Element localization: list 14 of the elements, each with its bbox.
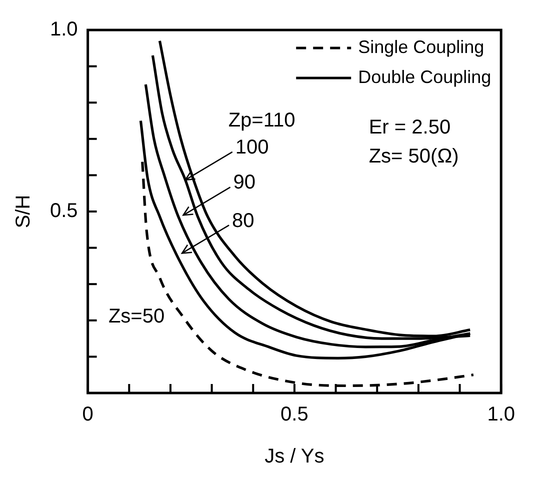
annotation: Zs= 50(Ω) (368, 146, 459, 168)
annotation: Er = 2.50 (368, 116, 451, 139)
y-axis-title: S/H (12, 194, 35, 228)
legend-label: Double Coupling (358, 66, 492, 87)
legend-label: Single Coupling (358, 36, 484, 57)
x-tick-label: 1.0 (487, 404, 516, 426)
annotation: 100 (235, 136, 269, 158)
x-axis-title: Js / Ys (264, 446, 324, 468)
annotation: Zs=50 (108, 305, 165, 328)
x-tick-label: 0.5 (280, 404, 308, 426)
x-tick-label: 0 (82, 404, 94, 426)
annotation: Zp=110 (228, 109, 296, 132)
annotation: 90 (233, 172, 256, 194)
annotation: 80 (232, 210, 254, 232)
